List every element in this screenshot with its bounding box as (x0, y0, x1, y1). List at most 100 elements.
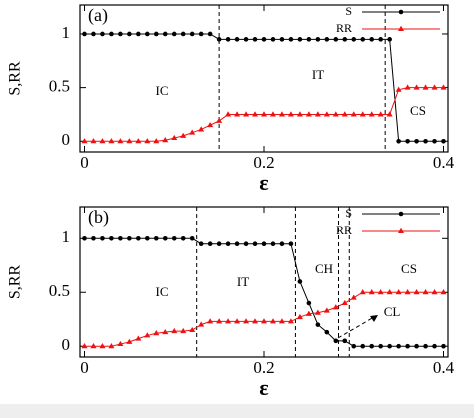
marker (369, 343, 375, 349)
marker (90, 138, 97, 144)
marker (100, 235, 105, 241)
legend-label: S (345, 4, 352, 18)
legend-marker (398, 211, 404, 217)
x-axis-label: ε (259, 375, 268, 400)
marker (243, 318, 250, 324)
marker (127, 235, 132, 241)
marker (440, 84, 447, 90)
region-label: CS (401, 261, 417, 276)
marker (145, 235, 150, 241)
marker (207, 31, 213, 37)
marker (413, 84, 420, 90)
marker (306, 37, 312, 42)
marker (180, 132, 187, 138)
marker (243, 37, 249, 42)
y-tick-label: 0.5 (49, 281, 70, 300)
marker (386, 111, 393, 117)
legend-marker (398, 25, 404, 31)
legend-label: RR (336, 21, 352, 35)
marker (279, 241, 285, 246)
marker (378, 37, 383, 42)
marker (144, 138, 151, 144)
marker (422, 84, 429, 90)
marker (189, 129, 196, 135)
series-line (84, 33, 444, 142)
marker (153, 235, 159, 241)
region-label: IT (237, 274, 249, 289)
marker (269, 318, 276, 324)
marker (297, 279, 303, 284)
marker (368, 111, 375, 117)
marker (162, 328, 169, 335)
marker (225, 318, 232, 324)
marker (432, 138, 437, 144)
marker (162, 136, 169, 143)
marker (252, 111, 259, 117)
marker (171, 31, 177, 37)
y-axis-label: S,RR (7, 61, 24, 96)
marker (234, 111, 241, 117)
marker (431, 289, 438, 295)
marker (423, 138, 428, 144)
marker (287, 318, 294, 324)
marker (441, 343, 446, 349)
bottom-strip (0, 404, 474, 418)
marker (279, 37, 285, 42)
marker (359, 111, 366, 117)
region-label: CS (410, 103, 426, 118)
marker (108, 138, 115, 144)
plot-frame (79, 206, 449, 358)
marker (368, 289, 375, 295)
marker (99, 343, 106, 349)
marker (118, 235, 123, 241)
marker (207, 318, 214, 324)
marker (100, 31, 105, 37)
marker (171, 327, 178, 334)
marker (440, 289, 447, 295)
marker (207, 241, 213, 246)
marker (153, 138, 160, 144)
marker (82, 31, 87, 37)
marker (189, 31, 195, 37)
marker (145, 31, 150, 37)
marker (314, 111, 321, 117)
marker (278, 318, 285, 324)
marker (395, 289, 402, 295)
marker (180, 327, 187, 334)
marker (207, 121, 214, 128)
marker (198, 126, 205, 132)
marker (144, 332, 151, 338)
marker (386, 289, 393, 295)
marker (135, 335, 142, 341)
marker (369, 37, 375, 42)
marker (91, 31, 96, 37)
marker (216, 117, 223, 123)
region-label: CH (315, 261, 333, 276)
marker (387, 343, 392, 349)
marker (342, 37, 348, 42)
x-tick-label: 0.4 (433, 358, 455, 377)
x-tick-label: 0.2 (253, 153, 274, 172)
marker (189, 235, 195, 241)
y-tick-label: 1 (62, 23, 71, 42)
marker (278, 111, 285, 117)
marker (261, 111, 267, 117)
marker (269, 111, 276, 117)
marker (153, 330, 160, 336)
marker (91, 235, 96, 241)
marker (216, 37, 222, 42)
marker (333, 37, 339, 42)
marker (351, 343, 357, 349)
marker (234, 37, 240, 42)
marker (287, 111, 294, 117)
marker (81, 343, 88, 349)
marker (216, 241, 222, 246)
y-tick-label: 0 (62, 335, 71, 354)
marker (351, 37, 357, 42)
marker (296, 313, 303, 320)
marker (297, 37, 303, 42)
marker (109, 235, 114, 241)
marker (323, 307, 330, 313)
marker (180, 235, 186, 241)
